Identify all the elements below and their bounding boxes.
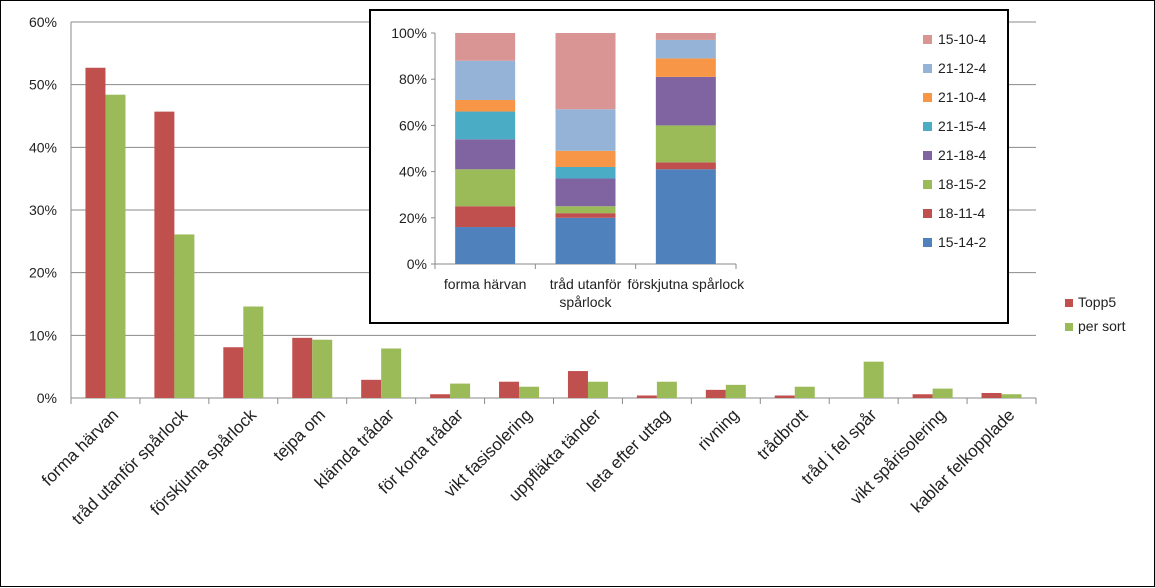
x-tick-label: tråd utanför spårlock [68,405,191,528]
stack-segment-21-18-4 [555,178,616,207]
bar-per-sort [932,388,953,398]
legend-swatch [923,180,932,189]
bar-per-sort [1001,394,1022,398]
bar-per-sort [863,361,884,398]
legend-label: 15-14-2 [938,234,986,250]
stack-segment-21-18-4 [655,76,716,126]
bar-per-sort [656,381,677,398]
bar-topp5 [223,347,244,398]
legend-label: 21-10-4 [938,89,986,105]
y-tick-label: 0% [407,256,427,272]
bar-topp5 [705,389,726,398]
y-tick-label: 20% [29,265,57,281]
legend-swatch [923,151,932,160]
stack-segment-15-14-2 [555,217,616,264]
legend-label: Topp5 [1078,294,1116,310]
legend-swatch [923,122,932,131]
bar-per-sort [105,94,126,399]
legend-swatch [1065,299,1073,307]
stack-segment-21-10-4 [655,58,716,77]
legend-label: per sort [1078,318,1126,334]
stack-segment-21-12-4 [655,39,716,59]
stack-segment-15-14-2 [455,227,516,264]
bar-per-sort [794,386,815,398]
bar-per-sort [381,348,402,398]
stack-segment-18-15-2 [455,169,516,207]
legend-swatch [923,35,932,44]
legend-label: 21-18-4 [938,147,986,163]
x-tick-label: tråd utanför [550,276,622,292]
bar-per-sort [174,234,195,398]
legend-swatch [923,93,932,102]
stack-segment-21-10-4 [455,99,516,112]
inset-chart: 0% 20% 40% 60% 80% 100% forma härvan tråd utanf… [391,25,986,310]
y-tick-label: 100% [391,25,427,41]
bar-per-sort [312,339,333,398]
legend-label: 18-11-4 [938,205,985,221]
x-tick-label: trådbrott [753,405,811,463]
bar-per-sort [243,306,264,398]
legend-swatch [923,209,932,218]
bar-topp5 [774,395,795,398]
stack-segment-15-10-4 [655,33,716,40]
bar-topp5 [567,371,588,398]
y-tick-label: 40% [29,139,57,155]
inset-chart-box: 0% 20% 40% 60% 80% 100% forma härvan tråd utanf… [369,9,1009,324]
y-tick-label: 80% [399,71,427,87]
stack-segment-15-10-4 [555,33,616,110]
bar-topp5 [981,392,1002,398]
bar-topp5 [85,67,106,398]
stack-segment-21-10-4 [555,150,616,167]
x-tick-label: tejpa om [270,405,330,465]
bar-per-sort [519,386,540,398]
bar-topp5 [292,337,313,398]
y-tick-label: 30% [29,202,57,218]
y-tick-label: 10% [29,327,57,343]
bar-topp5 [361,379,382,398]
stack-segment-21-15-4 [455,111,516,140]
x-tick-label: spårlock [559,294,612,310]
stack-segment-21-12-4 [455,60,516,100]
stack-segment-18-11-4 [655,162,716,170]
stack-segment-21-12-4 [555,109,616,151]
bar-per-sort [450,383,471,398]
legend-label: 18-15-2 [938,176,986,192]
stack-segment-18-15-2 [655,125,716,163]
bar-topp5 [499,381,520,398]
stack-segment-21-18-4 [455,139,516,170]
bar-topp5 [636,395,657,398]
stack-segment-21-15-4 [555,166,616,179]
x-tick-label: förskjutna spårlock [627,276,745,292]
y-tick-label: 60% [399,117,427,133]
legend-label: 21-15-4 [938,118,986,134]
x-tick-label: forma härvan [444,276,526,292]
legend-swatch [923,64,932,73]
y-tick-label: 40% [399,164,427,180]
y-tick-label: 0% [37,390,57,406]
legend-swatch [923,238,932,247]
stack-segment-15-10-4 [455,33,516,61]
legend-swatch [1065,323,1073,331]
legend-label: 21-12-4 [938,60,986,76]
bar-per-sort [587,381,608,398]
y-tick-label: 20% [399,210,427,226]
y-tick-label: 60% [29,14,57,30]
bar-topp5 [912,394,933,398]
stack-segment-18-11-4 [555,213,616,218]
stack-segment-15-14-2 [655,169,716,264]
legend-label: 15-10-4 [938,31,986,47]
bar-topp5 [154,111,175,398]
bar-topp5 [430,394,451,398]
bar-per-sort [725,384,746,398]
y-tick-label: 50% [29,77,57,93]
stack-segment-18-11-4 [455,206,516,228]
stack-segment-18-15-2 [555,206,616,214]
x-tick-label: rivning [694,405,743,454]
